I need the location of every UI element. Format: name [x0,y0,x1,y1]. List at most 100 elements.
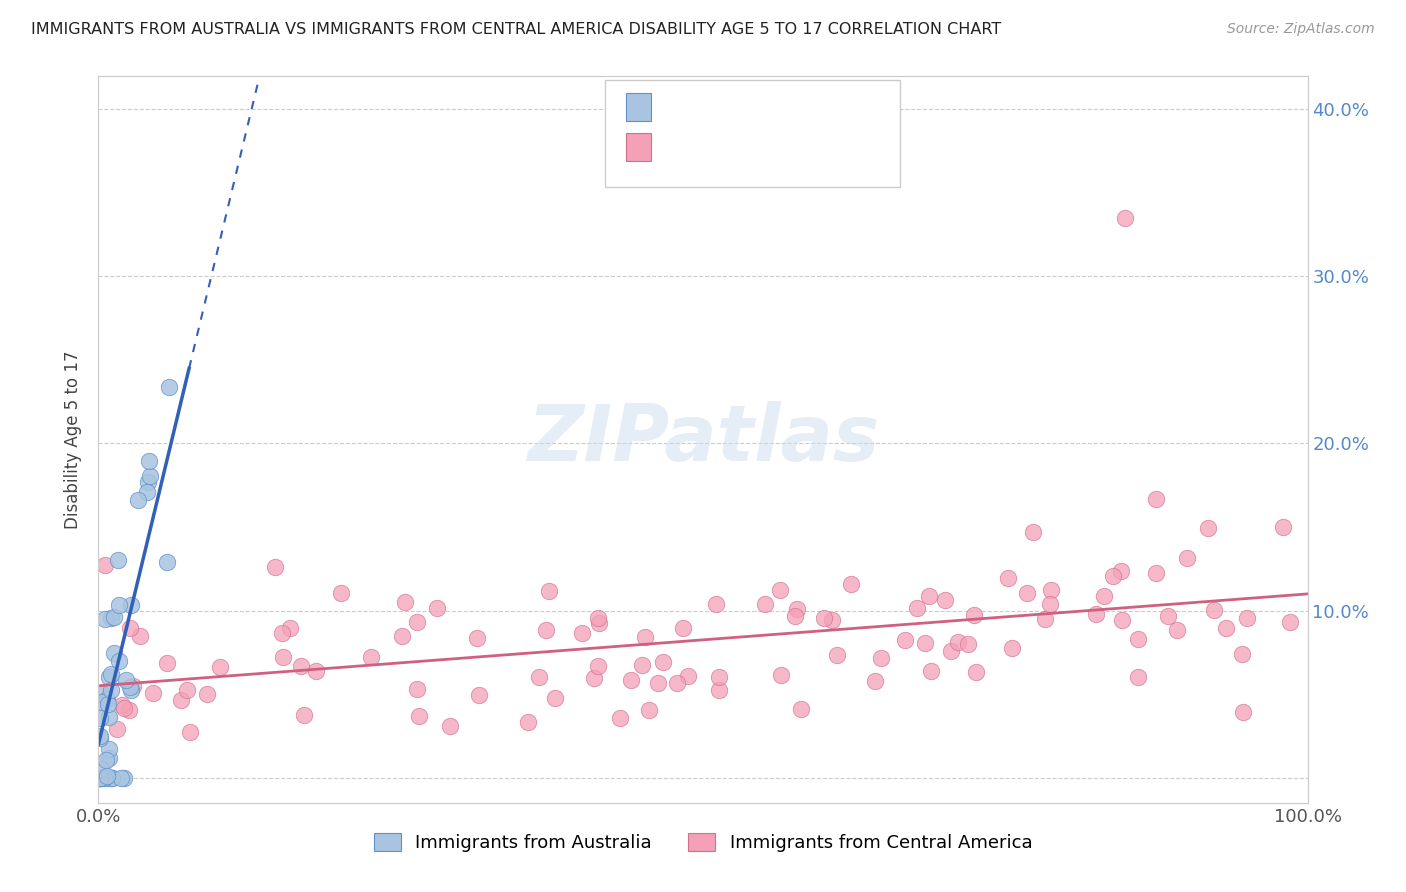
Point [813,611,835,625]
Point [620,673,643,687]
Point [96,769,118,783]
Text: 0.320: 0.320 [702,137,761,157]
Point [89,771,111,785]
Point [893,633,915,648]
Point [1232,706,1254,720]
Point [91,771,114,785]
Point [93,558,115,573]
Point [676,668,699,682]
Point [1146,491,1168,506]
Point [665,676,688,690]
Point [1092,589,1115,603]
Point [330,586,353,600]
Point [195,686,218,700]
Point [408,709,430,723]
Point [1215,621,1237,635]
Point [783,608,806,623]
Point [1204,603,1226,617]
Point [941,644,963,658]
Text: N =: N = [766,137,808,157]
Point [870,650,893,665]
Point [920,664,942,678]
Point [405,615,427,629]
Point [360,649,382,664]
Point [1001,641,1024,656]
Point [107,553,129,567]
Point [1039,597,1062,611]
Point [583,671,606,685]
Point [544,690,567,705]
Point [93,612,115,626]
Point [821,613,844,627]
Text: 46: 46 [808,97,841,117]
Point [304,664,326,678]
Point [209,660,232,674]
Point [120,683,142,698]
Point [467,688,489,702]
Point [111,698,134,713]
Text: 107: 107 [808,137,848,157]
Point [89,771,111,785]
Point [90,686,112,700]
Point [1022,525,1045,540]
Point [100,771,122,785]
Point [108,654,131,668]
Point [1039,582,1062,597]
Point [934,592,956,607]
Point [155,555,177,569]
Point [270,625,292,640]
Point [704,597,727,611]
Point [1033,612,1056,626]
Point [89,729,111,743]
Point [89,711,111,725]
Point [516,714,538,729]
Point [91,771,114,785]
Point [1236,610,1258,624]
Point [278,621,301,635]
Point [94,753,117,767]
Text: Source: ZipAtlas.com: Source: ZipAtlas.com [1227,22,1375,37]
Point [97,710,120,724]
Point [1144,566,1167,580]
Point [157,380,180,394]
Point [97,751,120,765]
Point [138,453,160,467]
Point [110,771,132,785]
Point [118,703,141,717]
Point [465,631,488,645]
Point [1230,647,1253,661]
Text: ZIPatlas: ZIPatlas [527,401,879,477]
Point [292,708,315,723]
Point [1017,586,1039,600]
Point [786,601,808,615]
Point [139,469,162,483]
Point [1166,623,1188,637]
Point [100,611,122,625]
Point [707,683,730,698]
Point [156,657,179,671]
Point [426,601,449,615]
Point [101,771,124,785]
Point [108,599,131,613]
Point [100,667,122,681]
Point [672,621,695,635]
Point [96,771,118,785]
Point [98,741,121,756]
Point [142,686,165,700]
Point [176,682,198,697]
Point [586,659,609,673]
Text: IMMIGRANTS FROM AUSTRALIA VS IMMIGRANTS FROM CENTRAL AMERICA DISABILITY AGE 5 TO: IMMIGRANTS FROM AUSTRALIA VS IMMIGRANTS … [31,22,1001,37]
Point [97,670,120,684]
Point [439,719,461,733]
Point [394,595,416,609]
Point [1102,568,1125,582]
Point [1109,564,1132,578]
Point [90,695,112,709]
Point [914,636,936,650]
Point [754,597,776,611]
Point [100,683,122,698]
Text: N =: N = [766,97,808,117]
Point [89,771,111,785]
Point [609,711,631,725]
Point [948,635,970,649]
